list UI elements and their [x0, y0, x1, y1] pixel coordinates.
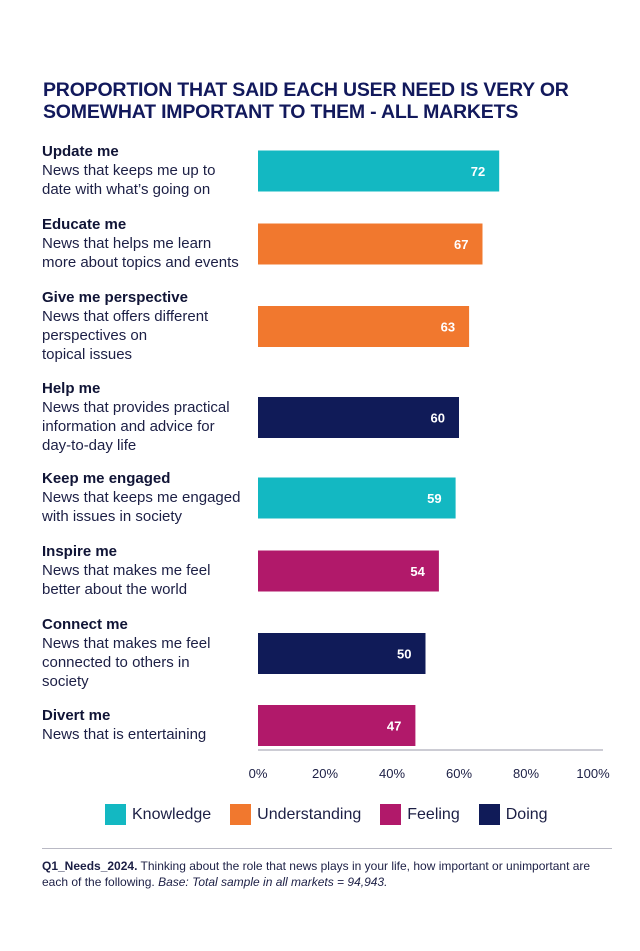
bar-5 [258, 477, 456, 519]
bar-value-label-2: 67 [454, 237, 468, 252]
legend-label: Understanding [257, 805, 362, 823]
legend-swatch [230, 804, 252, 825]
footnote: Q1_Needs_2024. Thinking about the role t… [42, 858, 602, 890]
bar-4 [258, 397, 459, 438]
row-label-7: Connect me News that makes me feel connec… [42, 616, 252, 691]
row-description: News that provides practical information… [42, 399, 230, 454]
row-name: Inspire me [42, 543, 118, 560]
legend-item-understanding: Understanding [230, 804, 361, 825]
row-description: News that keeps me up to date with what’… [42, 162, 216, 198]
legend-swatch [380, 804, 402, 825]
row-description: News that makes me feel connected to oth… [42, 635, 211, 690]
chart-title: PROPORTION THAT SAID EACH USER NEED IS V… [43, 79, 603, 123]
row-name: Divert me [42, 707, 111, 724]
row-label-2: Educate me News that helps me learn more … [42, 216, 252, 272]
bar-value-label-6: 54 [410, 564, 425, 579]
legend-swatch [105, 804, 126, 825]
footnote-base: Base: Total sample in all markets = 94,9… [158, 875, 388, 889]
row-name: Keep me engaged [42, 470, 171, 487]
row-label-5: Keep me engaged News that keeps me engage… [42, 470, 252, 526]
row-name: Give me perspective [42, 289, 188, 306]
chart-title-line-2: SOMEWHAT IMPORTANT TO THEM - ALL MARKETS [43, 101, 519, 123]
legend-swatch [478, 804, 500, 825]
bar-value-label-8: 47 [387, 719, 401, 734]
footnote-question-id: Q1_Needs_2024. [42, 859, 138, 873]
row-name: Connect me [42, 616, 128, 633]
row-description: News that is entertaining [42, 726, 207, 743]
row-name: Educate me [42, 216, 127, 233]
bar-value-label-1: 72 [471, 164, 485, 179]
x-tick-label-2: 20% [312, 766, 338, 781]
bar-1 [258, 150, 500, 192]
bar-value-label-5: 59 [427, 491, 441, 506]
legend-label: Feeling [407, 805, 460, 823]
x-tick-label-4: 60% [446, 766, 472, 781]
bar-3 [258, 306, 470, 347]
row-description: News that helps me learn more about topi… [42, 235, 239, 271]
row-name: Help me [42, 380, 101, 397]
bar-6 [258, 550, 439, 592]
bar-value-label-7: 50 [397, 647, 411, 662]
footnote-divider [42, 848, 612, 849]
x-tick-label-6: 100% [576, 766, 610, 781]
bar-chart: 72 67 63 60 59 54 50 47 0% 20% 40% 60% 80% 100% [249, 150, 610, 781]
row-label-8: Divert me News that is entertaining [42, 707, 252, 744]
x-tick-label-1: 0% [249, 766, 268, 781]
chart-title-line-1: PROPORTION THAT SAID EACH USER NEED IS V… [43, 79, 569, 101]
row-label-6: Inspire me News that makes me feel better… [42, 543, 252, 599]
row-label-1: Update me News that keeps me up to date w… [42, 143, 252, 199]
row-description: News that keeps me engaged with issues i… [42, 489, 241, 525]
legend-item-feeling: Feeling [380, 804, 460, 825]
bar-value-label-3: 63 [441, 320, 455, 335]
row-description: News that offers different perspectives … [42, 308, 209, 363]
row-label-4: Help me News that provides practical info… [42, 380, 252, 455]
legend-item-doing: Doing [478, 804, 548, 825]
row-description: News that makes me feel better about the… [42, 562, 211, 598]
x-tick-label-5: 80% [513, 766, 539, 781]
x-tick-label-3: 40% [379, 766, 405, 781]
legend-item-knowledge: Knowledge [105, 804, 211, 825]
bar-2 [258, 223, 483, 265]
legend-label: Knowledge [132, 805, 212, 823]
bar-value-label-4: 60 [431, 411, 445, 426]
row-name: Update me [42, 143, 119, 160]
chart-legend: Knowledge Understanding Feeling Doing [105, 804, 567, 825]
bar-8 [258, 705, 416, 746]
legend-label: Doing [505, 805, 548, 823]
row-label-3: Give me perspective News that offers diff… [42, 289, 252, 364]
footnote-text: Thinking about the role that news plays … [42, 859, 591, 889]
bar-7 [258, 633, 426, 674]
